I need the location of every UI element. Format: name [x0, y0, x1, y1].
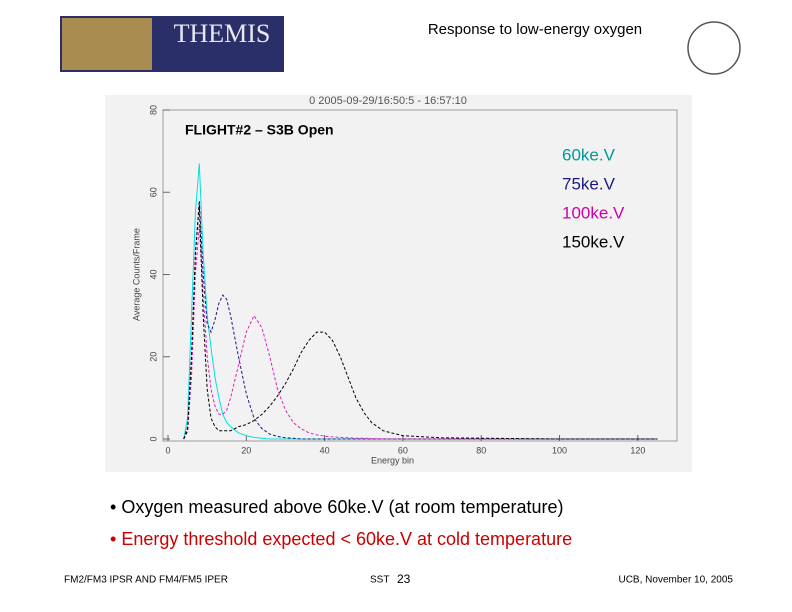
x-tick-label: 60	[398, 445, 408, 455]
plot-frame	[162, 109, 678, 442]
y-tick-label: 80	[148, 105, 158, 115]
series-line	[183, 200, 658, 440]
page-number: 23	[397, 572, 411, 586]
x-axis-label: Energy bin	[371, 455, 414, 465]
series-line	[183, 225, 658, 440]
slide-title: Response to low-energy oxygen	[428, 21, 642, 38]
series-line	[183, 204, 658, 440]
bullet-text: • Energy threshold expected < 60ke.V at …	[110, 529, 572, 549]
x-tick-label: 20	[241, 445, 251, 455]
plot-title: 0 2005-09-29/16:50:5 - 16:57:10	[309, 95, 467, 107]
x-tick-label: 80	[476, 445, 486, 455]
legend-label: 60ke.V	[562, 145, 616, 164]
footer-left: FM2/FM3 IPSR AND FM4/FM5 IPER	[64, 575, 228, 586]
y-tick-label: 20	[148, 352, 158, 362]
y-tick-label: 60	[148, 187, 158, 197]
legend-label: 75ke.V	[562, 174, 616, 193]
x-tick-label: 0	[165, 445, 170, 455]
bullet: Energy threshold expected < 60ke.V at co…	[121, 529, 572, 549]
y-tick-label: 0	[148, 436, 158, 441]
footer-center: SST	[370, 575, 389, 586]
legend-label: 100ke.V	[562, 203, 625, 222]
bullet: Oxygen measured above 60ke.V (at room te…	[121, 497, 563, 517]
logo-art	[62, 18, 152, 70]
bullet-text: • Oxygen measured above 60ke.V (at room …	[110, 497, 564, 517]
x-tick-label: 40	[320, 445, 330, 455]
logo-text: THEMIS	[174, 19, 271, 48]
x-tick-label: 100	[552, 445, 567, 455]
y-tick-label: 40	[148, 269, 158, 279]
x-tick-label: 120	[630, 445, 645, 455]
y-axis-label: Average Counts/Frame	[131, 228, 141, 321]
plot-background	[105, 95, 692, 472]
footer-right: UCB, November 10, 2005	[618, 575, 733, 586]
annotation: FLIGHT#2 – S3B Open	[185, 122, 334, 138]
legend-label: 150ke.V	[562, 232, 625, 251]
badge	[687, 21, 741, 75]
